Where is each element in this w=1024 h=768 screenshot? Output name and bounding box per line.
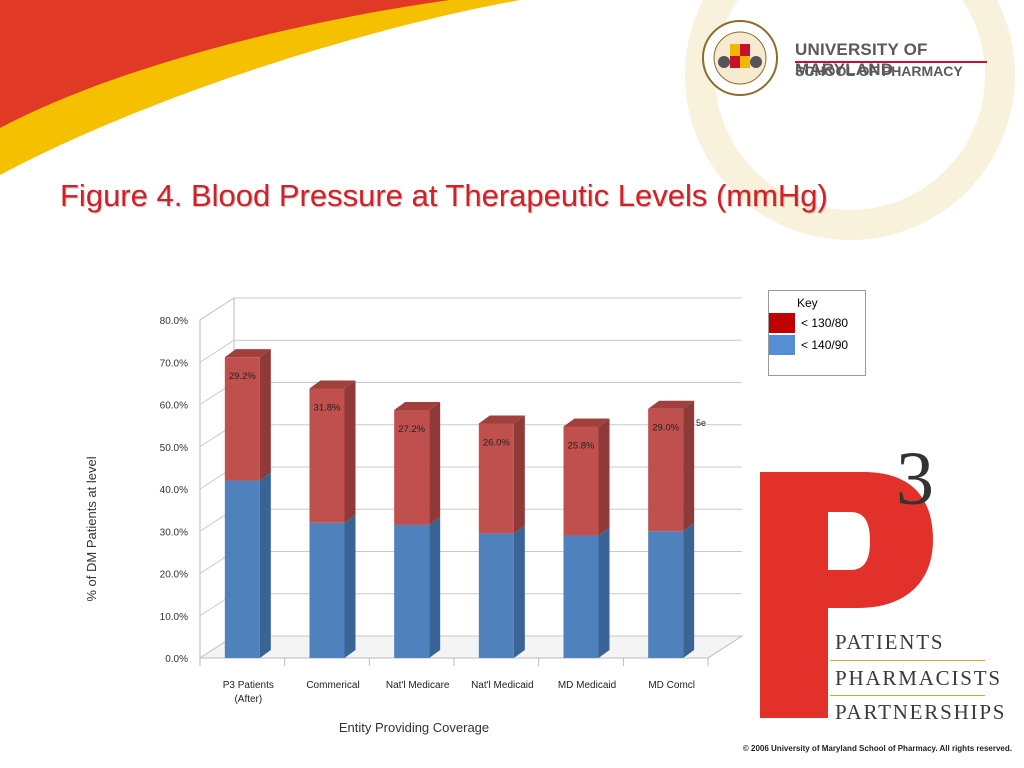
bar-segment bbox=[309, 388, 345, 523]
y-tick-label: 80.0% bbox=[160, 316, 188, 327]
y-tick-label: 20.0% bbox=[160, 570, 188, 581]
x-axis-title: Entity Providing Coverage bbox=[339, 720, 489, 735]
bar-side bbox=[429, 516, 441, 658]
bar-segment bbox=[648, 408, 684, 532]
data-label: 31.8% bbox=[314, 402, 341, 413]
legend-label: < 130/80 bbox=[801, 316, 849, 330]
bar-side bbox=[259, 349, 271, 481]
legend-title: Key bbox=[797, 296, 818, 310]
bar-segment bbox=[563, 426, 599, 536]
stray-text: 5e bbox=[696, 418, 706, 428]
bar-side bbox=[513, 525, 525, 658]
x-tick-label: MD Comcl bbox=[648, 680, 695, 691]
y-tick-label: 10.0% bbox=[160, 612, 188, 623]
y-tick-label: 0.0% bbox=[165, 654, 188, 665]
x-tick-label: (After) bbox=[234, 694, 262, 705]
watermark-seal bbox=[685, 0, 1015, 240]
data-label: 29.0% bbox=[652, 423, 679, 434]
university-name: UNIVERSITY OF MARYLAND bbox=[795, 40, 928, 79]
p3-line-partnerships: PARTNERSHIPS bbox=[835, 700, 1007, 724]
p3-line-pharmacists: PHARMACISTS bbox=[835, 666, 1002, 690]
slide-title: Figure 4. Blood Pressure at Therapeutic … bbox=[60, 178, 828, 213]
y-tick-label: 70.0% bbox=[160, 358, 188, 369]
bar-side bbox=[344, 380, 356, 523]
bars bbox=[224, 349, 695, 658]
bar-segment bbox=[309, 522, 345, 658]
x-tick-label: Commerical bbox=[306, 680, 359, 691]
bar-segment bbox=[224, 357, 260, 481]
x-tick-label: P3 Patients bbox=[223, 680, 274, 691]
gridline bbox=[199, 297, 742, 321]
bar-segment bbox=[478, 423, 514, 534]
bar-side bbox=[683, 400, 695, 532]
legend-item-130-80: < 130/80 bbox=[769, 313, 865, 333]
bar-top bbox=[394, 401, 441, 410]
legend-swatch-red bbox=[769, 313, 795, 333]
legend-item-140-90: < 140/90 bbox=[769, 335, 865, 355]
bar-top bbox=[648, 400, 695, 409]
bar-top bbox=[309, 380, 356, 389]
bar-side bbox=[683, 523, 695, 658]
data-label: 29.2% bbox=[229, 371, 256, 382]
bar-side bbox=[429, 401, 441, 525]
bar-segment bbox=[563, 535, 599, 658]
red-swoosh bbox=[0, 0, 450, 128]
p3-rule bbox=[830, 695, 985, 696]
labels: 0.0% 10.0% 20.0% 30.0% 40.0% 50.0% 60.0% 70.0% 8… bbox=[84, 316, 706, 735]
copyright-notice: © 2006 University of Maryland School of … bbox=[742, 744, 1012, 753]
p3-line-patients: PATIENTS bbox=[835, 630, 945, 654]
x-tick-label: MD Medicaid bbox=[558, 680, 616, 691]
x-tick-label: Nat'l Medicare bbox=[386, 680, 450, 691]
y-tick-label: 50.0% bbox=[160, 443, 188, 454]
y-tick-label: 40.0% bbox=[160, 485, 188, 496]
data-label: 26.0% bbox=[483, 438, 510, 449]
bar-top bbox=[563, 418, 610, 427]
y-axis-title: % of DM Patients at level bbox=[84, 456, 99, 601]
legend-label: < 140/90 bbox=[801, 338, 849, 352]
bar-top bbox=[224, 349, 271, 358]
university-seal-icon bbox=[702, 20, 778, 96]
data-label: 27.2% bbox=[398, 424, 425, 435]
bar-side bbox=[344, 514, 356, 658]
legend-swatch-blue bbox=[769, 335, 795, 355]
bar-segment bbox=[394, 409, 430, 525]
stacked-bar-chart: 0.0% 10.0% 20.0% 30.0% 40.0% 50.0% 60.0% 70.0% 8… bbox=[70, 240, 775, 740]
data-label: 25.8% bbox=[568, 440, 595, 451]
bar-segment bbox=[478, 533, 514, 658]
chart-legend: Key < 130/80 < 140/90 bbox=[768, 290, 866, 376]
p3-logo-icon: 3 bbox=[760, 437, 934, 718]
p3-rule bbox=[830, 660, 985, 661]
y-tick-label: 30.0% bbox=[160, 527, 188, 538]
x-tick-label: Nat'l Medicaid bbox=[471, 680, 534, 691]
bar-side bbox=[513, 415, 525, 534]
bar-top bbox=[478, 415, 525, 424]
bar-segment bbox=[224, 480, 260, 658]
school-name: SCHOOL OF PHARMACY bbox=[795, 63, 963, 79]
bar-segment bbox=[648, 531, 684, 658]
bar-side bbox=[598, 418, 610, 536]
gridline bbox=[199, 339, 742, 363]
bar-segment bbox=[394, 524, 430, 658]
y-tick-label: 60.0% bbox=[160, 401, 188, 412]
bar-side bbox=[598, 527, 610, 658]
p3-exponent: 3 bbox=[896, 437, 934, 521]
bar-side bbox=[259, 472, 271, 658]
university-rule bbox=[795, 61, 987, 63]
